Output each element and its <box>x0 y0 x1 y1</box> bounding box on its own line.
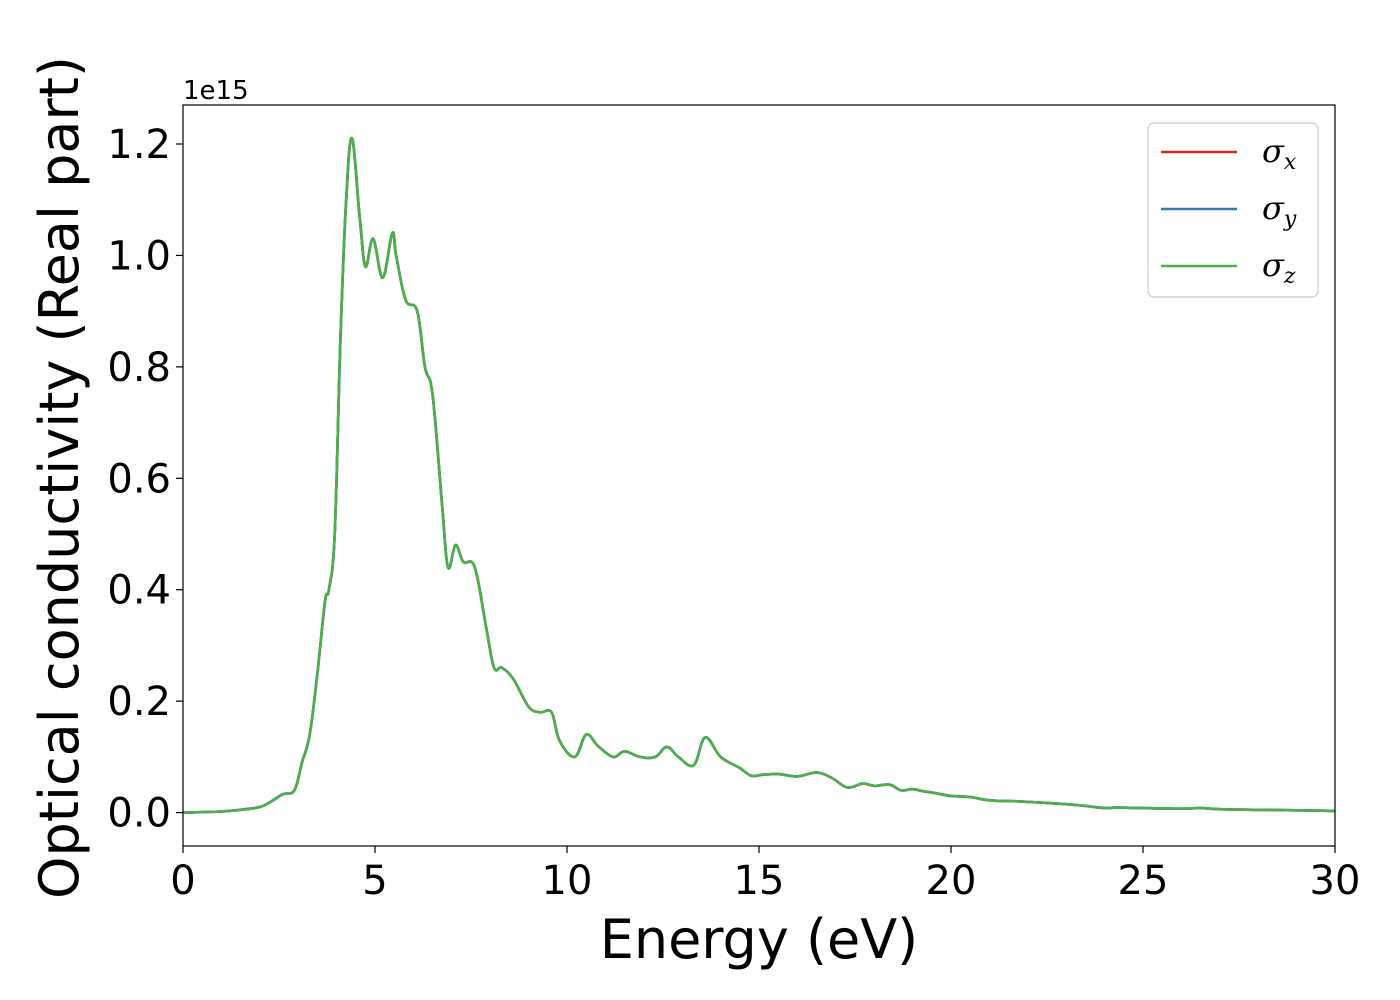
x-axis-ticks: 0 5 10 15 20 25 30 <box>170 846 1360 904</box>
x-tick-label: 20 <box>926 858 977 904</box>
y-tick-label: 1.0 <box>107 233 171 279</box>
y-tick-label: 1.2 <box>107 122 171 168</box>
y-tick-label: 0.8 <box>107 345 171 391</box>
series-line-3 <box>182 137 1336 814</box>
x-tick-label: 10 <box>542 858 593 904</box>
legend-label-1: σx <box>1262 132 1297 175</box>
x-tick-label: 0 <box>170 858 195 904</box>
x-tick-label: 25 <box>1118 858 1169 904</box>
y-tick-label: 0.2 <box>107 679 171 725</box>
y-axis-offset-label: 1e15 <box>183 76 249 106</box>
x-axis-title: Energy (eV) <box>600 908 919 971</box>
y-tick-label: 0.0 <box>107 791 171 837</box>
y-tick-label: 0.6 <box>107 456 171 502</box>
legend-label-2: σy <box>1262 189 1297 232</box>
y-axis-ticks: 0.0 0.2 0.4 0.6 0.8 1.0 1.2 <box>107 122 183 837</box>
y-tick-label: 0.4 <box>107 568 171 614</box>
series-layer <box>182 137 1336 814</box>
y-axis-title: Optical conductivity (Real part) <box>28 56 91 899</box>
x-tick-label: 30 <box>1310 858 1361 904</box>
legend: σx σy σz <box>1147 122 1319 298</box>
x-tick-label: 5 <box>362 858 387 904</box>
x-tick-label: 15 <box>734 858 785 904</box>
legend-label-3: σz <box>1262 246 1296 289</box>
